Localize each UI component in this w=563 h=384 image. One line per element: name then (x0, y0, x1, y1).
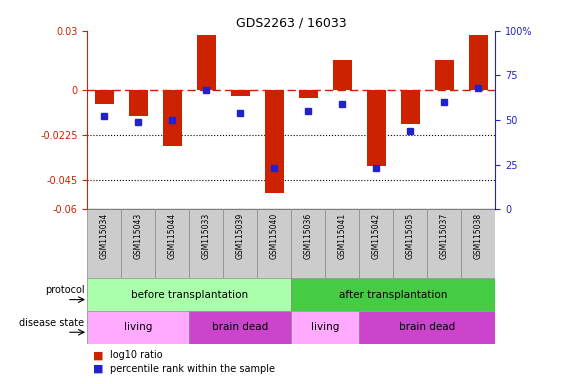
Bar (87, 311, 189, 344)
Bar (367, 90, 386, 166)
Bar (129, 90, 148, 116)
Bar (231, 90, 249, 96)
Text: protocol: protocol (45, 285, 84, 295)
Bar (435, 61, 454, 90)
Bar (359, 311, 495, 344)
Bar (224, 209, 257, 278)
Bar (189, 209, 224, 278)
Text: brain dead: brain dead (212, 322, 269, 333)
Text: brain dead: brain dead (399, 322, 455, 333)
Text: living: living (311, 322, 339, 333)
Bar (427, 209, 462, 278)
Text: after transplantation: after transplantation (339, 290, 448, 300)
Bar (155, 209, 189, 278)
Bar (87, 209, 121, 278)
Text: living: living (124, 322, 153, 333)
Bar (359, 209, 394, 278)
Bar (333, 61, 352, 90)
Bar (462, 209, 495, 278)
Bar (469, 35, 488, 90)
Text: ■: ■ (93, 364, 104, 374)
Text: disease state: disease state (19, 318, 84, 328)
Bar (265, 90, 284, 194)
Bar (325, 209, 359, 278)
Bar (292, 209, 325, 278)
Text: before transplantation: before transplantation (131, 290, 248, 300)
Text: GSM115044: GSM115044 (168, 213, 177, 259)
Text: GSM115038: GSM115038 (474, 213, 483, 259)
Bar (95, 90, 114, 104)
Bar (121, 209, 155, 278)
Text: ■: ■ (93, 350, 104, 360)
Text: GSM115036: GSM115036 (304, 213, 313, 259)
Text: GSM115035: GSM115035 (406, 213, 415, 259)
Text: GSM115039: GSM115039 (236, 213, 245, 259)
Text: log10 ratio: log10 ratio (110, 350, 162, 360)
Bar (257, 209, 292, 278)
Text: GSM115037: GSM115037 (440, 213, 449, 259)
Text: GSM115034: GSM115034 (100, 213, 109, 259)
Bar (189, 311, 292, 344)
Text: GSM115042: GSM115042 (372, 213, 381, 259)
Bar (292, 311, 359, 344)
Text: GSM115040: GSM115040 (270, 213, 279, 259)
Bar (87, 278, 292, 311)
Bar (197, 35, 216, 90)
Bar (163, 90, 182, 146)
Bar (292, 278, 495, 311)
Text: GSM115041: GSM115041 (338, 213, 347, 259)
Text: GSM115033: GSM115033 (202, 213, 211, 259)
Bar (401, 90, 420, 124)
Text: percentile rank within the sample: percentile rank within the sample (110, 364, 275, 374)
Bar (394, 209, 427, 278)
Bar (299, 90, 318, 98)
Text: GSM115043: GSM115043 (134, 213, 143, 259)
Title: GDS2263 / 16033: GDS2263 / 16033 (236, 17, 347, 30)
